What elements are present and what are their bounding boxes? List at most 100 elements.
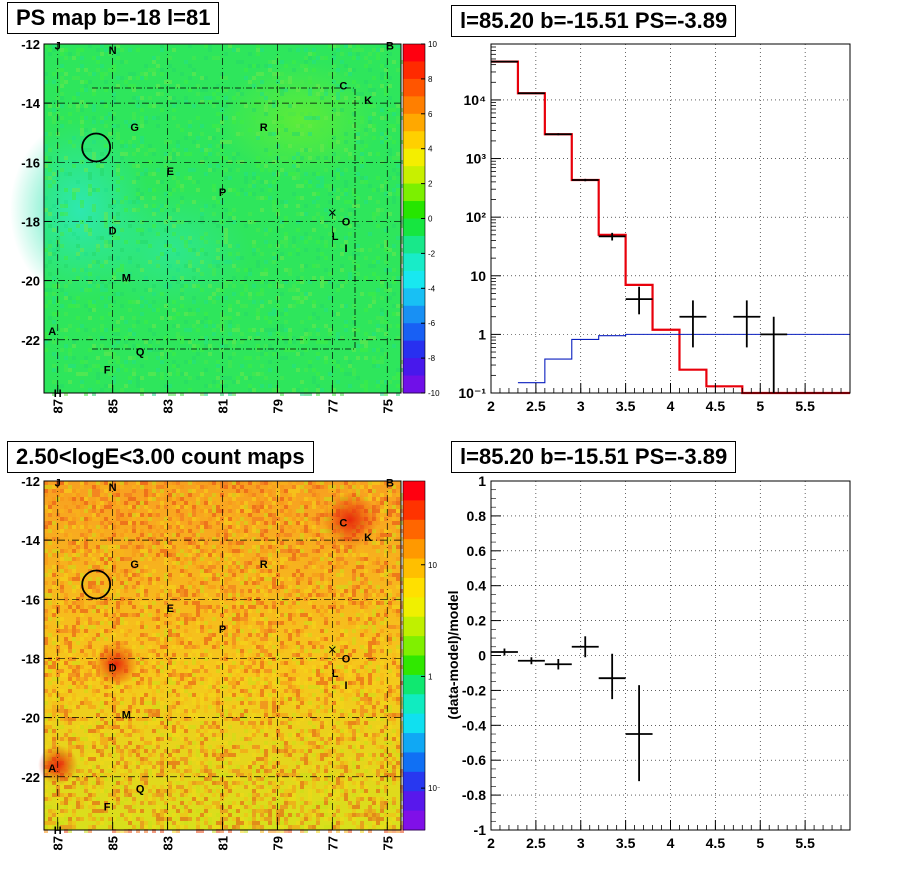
map-pixel xyxy=(160,204,164,208)
map-pixel xyxy=(240,549,244,553)
map-pixel xyxy=(144,76,148,80)
map-pixel xyxy=(64,204,68,208)
map-pixel xyxy=(80,128,84,132)
map-pixel xyxy=(216,493,220,497)
map-pixel xyxy=(184,80,188,84)
map-pixel xyxy=(196,268,200,272)
palette-swatch xyxy=(403,131,425,150)
map-pixel xyxy=(292,284,296,288)
map-pixel xyxy=(276,485,280,489)
map-pixel xyxy=(220,569,224,573)
map-pixel xyxy=(88,232,92,236)
map-pixel xyxy=(60,64,64,68)
map-pixel xyxy=(272,204,276,208)
map-pixel xyxy=(100,264,104,268)
map-pixel xyxy=(96,609,100,613)
map-pixel xyxy=(116,629,120,633)
map-pixel xyxy=(268,629,272,633)
map-pixel xyxy=(64,657,68,661)
map-pixel xyxy=(264,569,268,573)
map-pixel xyxy=(284,645,288,649)
map-pixel xyxy=(216,128,220,132)
map-pixel xyxy=(328,561,332,565)
map-pixel xyxy=(176,657,180,661)
map-pixel xyxy=(196,565,200,569)
map-pixel xyxy=(328,140,332,144)
map-pixel xyxy=(224,653,228,657)
map-pixel xyxy=(132,136,136,140)
map-pixel xyxy=(180,573,184,577)
map-pixel xyxy=(280,561,284,565)
map-pixel xyxy=(180,72,184,76)
map-pixel xyxy=(272,172,276,176)
map-pixel xyxy=(320,533,324,537)
map-pixel xyxy=(264,352,268,356)
map-pixel xyxy=(260,352,264,356)
map-pixel xyxy=(96,621,100,625)
map-pixel xyxy=(88,188,92,192)
map-pixel xyxy=(108,352,112,356)
map-pixel xyxy=(280,661,284,665)
map-pixel xyxy=(320,677,324,681)
map-pixel xyxy=(192,577,196,581)
map-pixel xyxy=(168,284,172,288)
map-pixel xyxy=(152,665,156,669)
map-pixel xyxy=(108,256,112,260)
map-pixel xyxy=(252,248,256,252)
map-pixel xyxy=(84,116,88,120)
map-pixel xyxy=(264,104,268,108)
map-pixel xyxy=(204,232,208,236)
map-pixel xyxy=(340,216,344,220)
map-pixel xyxy=(152,116,156,120)
map-pixel xyxy=(264,344,268,348)
map-pixel xyxy=(200,557,204,561)
map-pixel xyxy=(328,557,332,561)
map-pixel xyxy=(300,336,304,340)
map-pixel xyxy=(372,557,376,561)
map-pixel xyxy=(144,553,148,557)
map-pixel xyxy=(96,380,100,384)
map-pixel xyxy=(172,316,176,320)
map-pixel xyxy=(136,48,140,52)
map-pixel xyxy=(268,561,272,565)
map-pixel xyxy=(400,537,404,541)
map-pixel xyxy=(292,336,296,340)
map-pixel xyxy=(92,549,96,553)
map-pixel xyxy=(276,533,280,537)
map-pixel xyxy=(208,545,212,549)
map-pixel xyxy=(108,565,112,569)
map-pixel xyxy=(160,589,164,593)
map-pixel xyxy=(136,104,140,108)
map-pixel xyxy=(396,304,400,308)
map-pixel xyxy=(340,368,344,372)
map-pixel xyxy=(96,561,100,565)
map-pixel xyxy=(384,44,388,48)
map-pixel xyxy=(272,72,276,76)
map-pixel xyxy=(120,569,124,573)
map-pixel xyxy=(48,645,52,649)
map-pixel xyxy=(292,605,296,609)
map-pixel xyxy=(60,244,64,248)
map-pixel xyxy=(388,641,392,645)
map-pixel xyxy=(336,168,340,172)
map-pixel xyxy=(188,88,192,92)
map-pixel xyxy=(252,525,256,529)
map-pixel xyxy=(380,284,384,288)
map-pixel xyxy=(240,677,244,681)
map-pixel xyxy=(280,240,284,244)
map-pixel xyxy=(116,573,120,577)
map-pixel xyxy=(204,649,208,653)
map-pixel xyxy=(116,328,120,332)
map-pixel xyxy=(80,204,84,208)
map-pixel xyxy=(196,605,200,609)
map-pixel xyxy=(224,116,228,120)
map-pixel xyxy=(396,669,400,673)
map-pixel xyxy=(176,140,180,144)
map-pixel xyxy=(352,609,356,613)
map-pixel xyxy=(172,224,176,228)
map-pixel xyxy=(148,160,152,164)
map-pixel xyxy=(152,68,156,72)
map-pixel xyxy=(352,481,356,485)
map-pixel xyxy=(384,601,388,605)
map-pixel xyxy=(120,609,124,613)
